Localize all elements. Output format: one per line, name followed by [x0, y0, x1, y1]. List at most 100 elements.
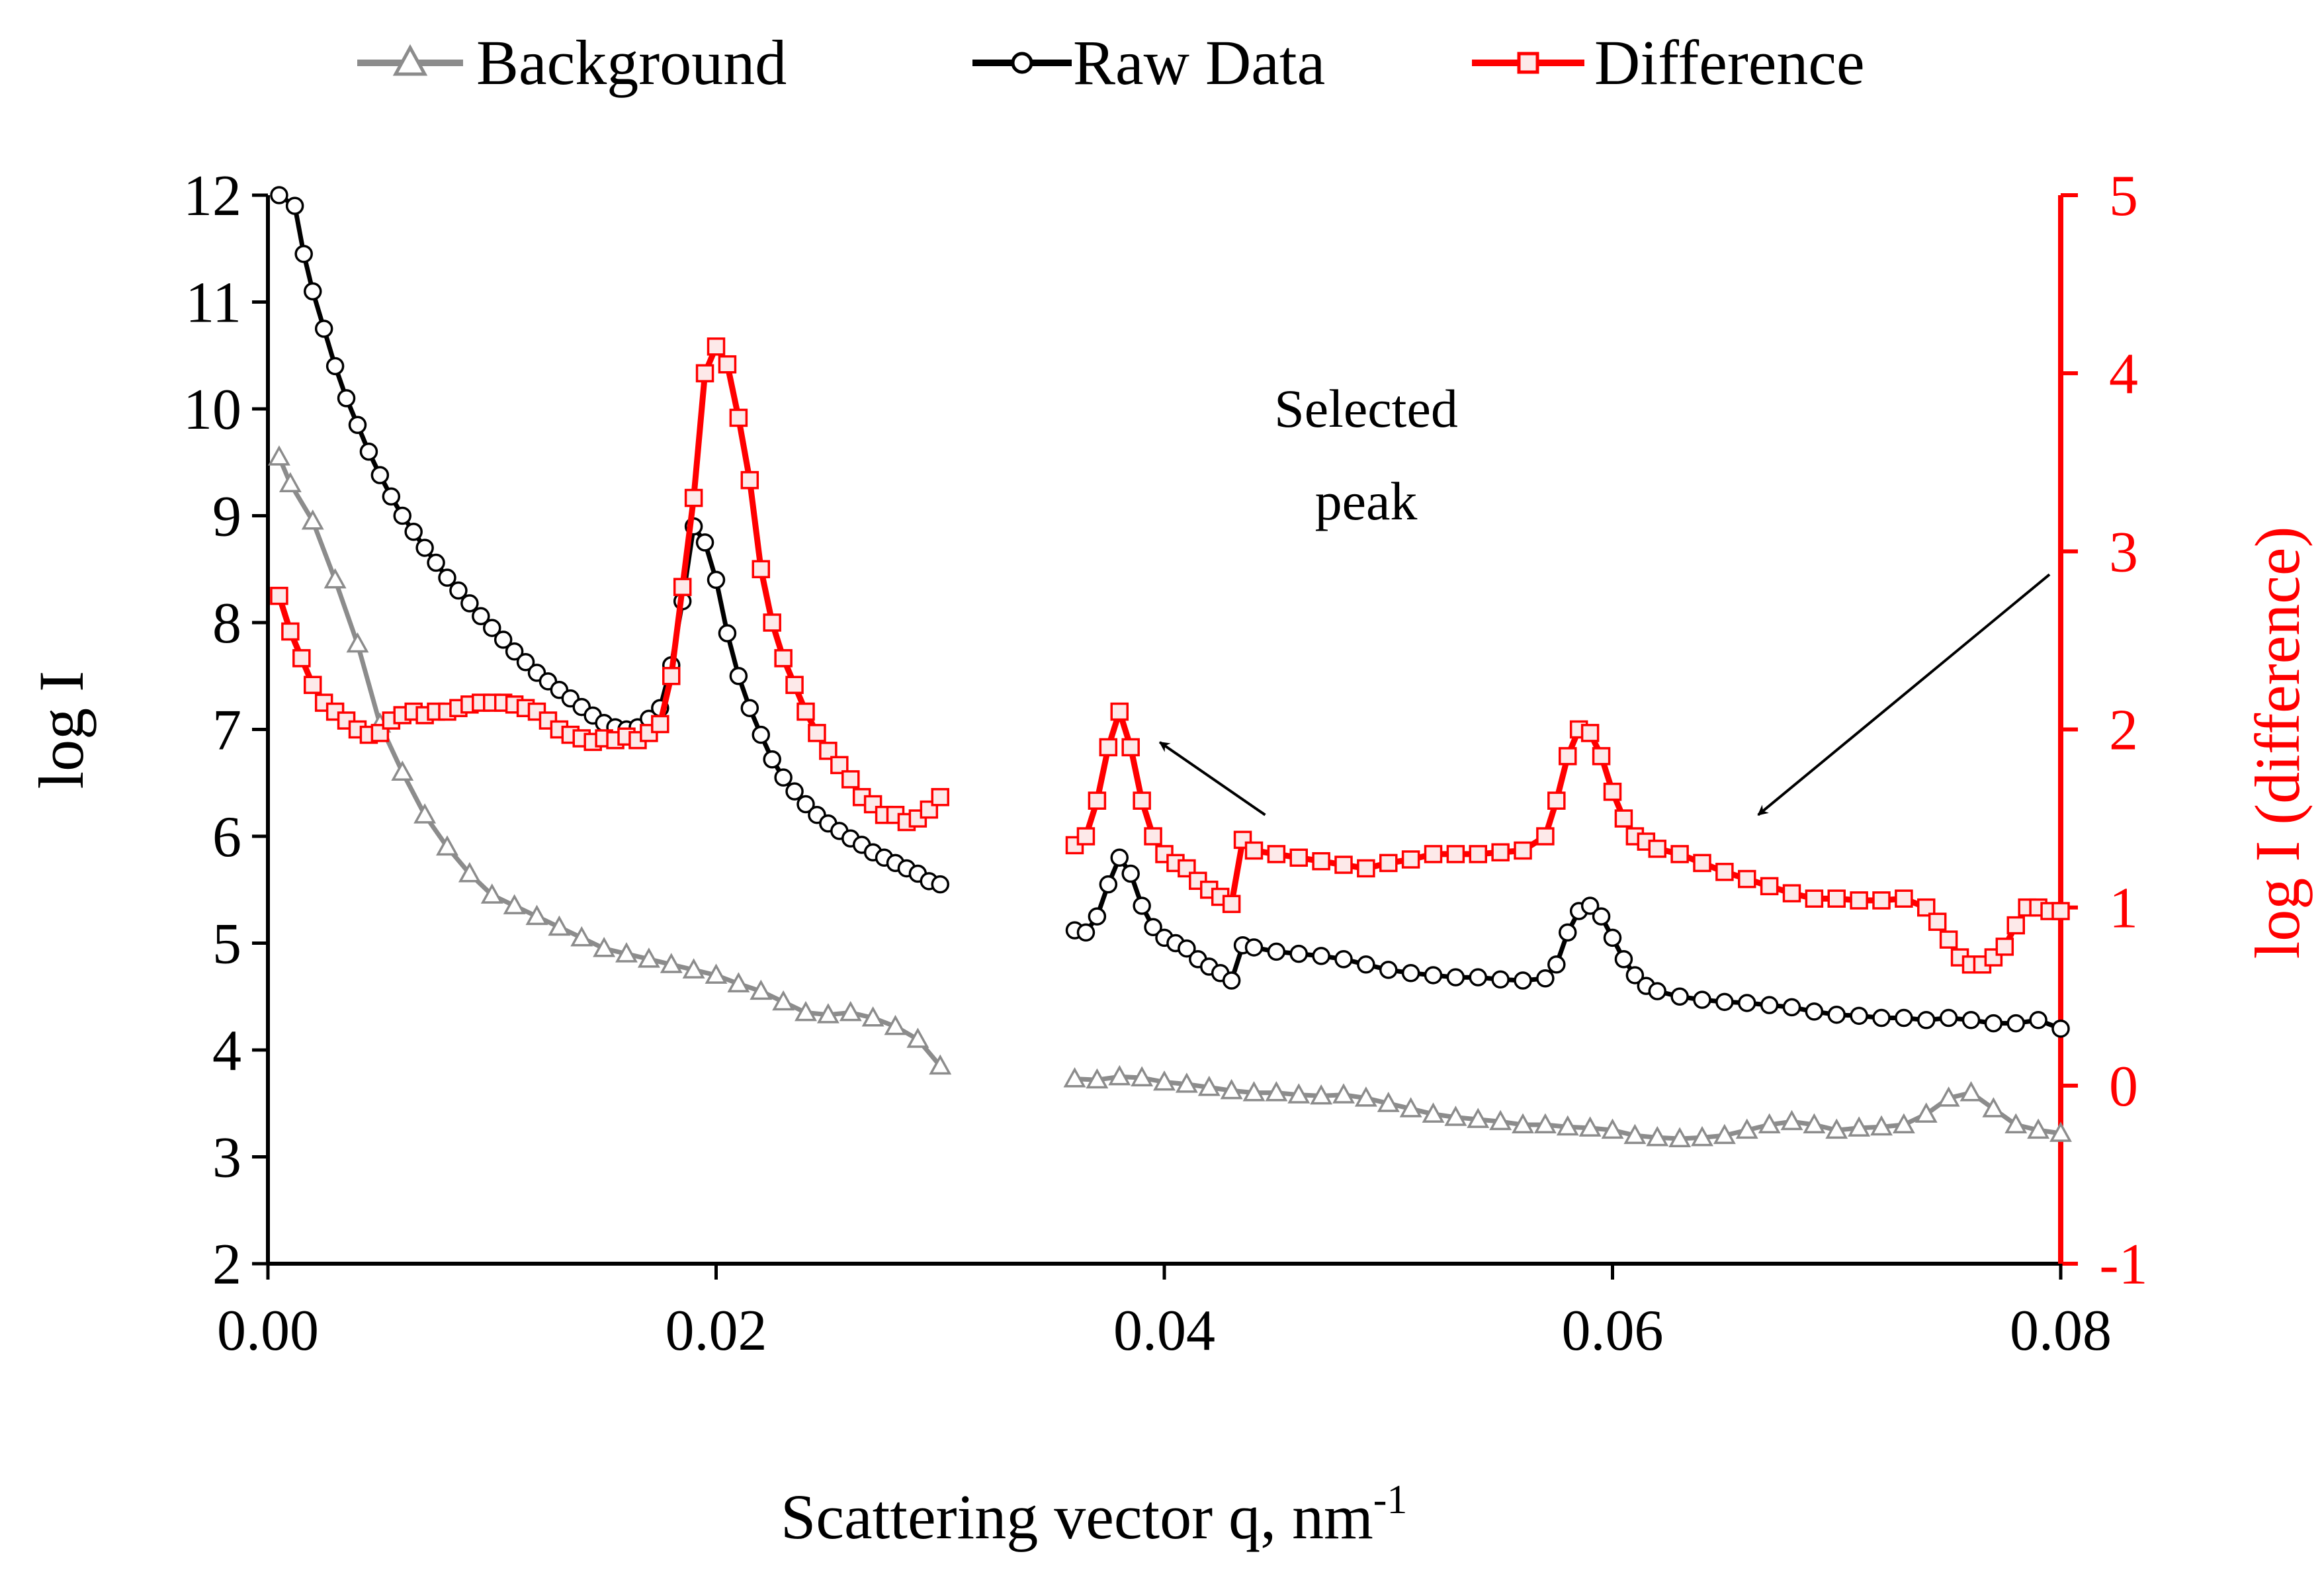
data-point-difference: [1872, 891, 1891, 910]
data-point-difference: [1603, 782, 1622, 801]
data-point-difference: [684, 488, 703, 507]
legend-item-difference[interactable]: Difference: [1472, 27, 1865, 98]
data-point-raw-data: [483, 619, 501, 637]
data-point-background: [593, 936, 616, 957]
data-point-background: [705, 963, 728, 984]
data-point-difference: [1559, 747, 1577, 765]
data-point-background: [816, 1003, 839, 1024]
legend-item-raw-data[interactable]: Raw Data: [972, 27, 1325, 98]
data-point-background: [884, 1014, 907, 1035]
data-point-difference: [1984, 948, 2003, 967]
data-point-raw-data: [1514, 971, 1532, 990]
data-point-difference: [1514, 841, 1532, 860]
data-point-difference: [292, 649, 311, 668]
data-point-background: [1713, 1123, 1736, 1145]
y-right-tick-label: 0: [2109, 1055, 2138, 1119]
series-background: [267, 445, 2072, 1147]
data-point-background: [1870, 1115, 1893, 1136]
x-axis-title-main: Scattering vector q, nm: [781, 1481, 1373, 1552]
legend-label-difference: Difference: [1594, 27, 1865, 98]
data-point-background: [1467, 1108, 1490, 1128]
data-point-difference: [1121, 738, 1140, 757]
data-point-raw-data: [294, 245, 313, 263]
y-right-tick-label: 1: [2109, 877, 2138, 941]
x-axis-title-superscript: -1: [1373, 1477, 1408, 1522]
data-point-raw-data: [1715, 992, 1734, 1012]
data-point-background: [727, 972, 750, 992]
annotation-arrows: [1158, 573, 2051, 816]
data-point-background: [1959, 1080, 1983, 1102]
data-point-difference: [707, 337, 726, 356]
legend-label-background: Background: [476, 27, 787, 98]
data-point-raw-data: [1559, 923, 1577, 942]
data-point-difference: [1580, 724, 1600, 742]
data-point-difference: [1547, 791, 1566, 810]
data-point-raw-data: [505, 642, 524, 661]
data-point-raw-data: [1603, 928, 1622, 947]
y-right-tick-label: 5: [2109, 164, 2138, 228]
data-point-difference: [1760, 877, 1779, 896]
data-point-raw-data: [348, 415, 367, 434]
data-point-background: [772, 990, 795, 1011]
data-point-difference: [1312, 852, 1330, 871]
data-point-raw-data: [729, 667, 748, 685]
data-point-raw-data: [796, 795, 815, 814]
y-left-tick-label: 9: [212, 485, 241, 549]
data-point-raw-data: [393, 506, 411, 525]
data-point-background: [267, 445, 290, 466]
data-point-raw-data: [370, 466, 390, 484]
data-point-background: [682, 958, 705, 979]
data-point-difference: [763, 613, 781, 632]
data-point-background: [1310, 1084, 1333, 1105]
data-point-raw-data: [337, 389, 356, 408]
data-point-raw-data: [415, 539, 434, 557]
data-point-background: [1982, 1097, 2005, 1117]
data-point-difference: [796, 702, 815, 721]
data-point-background: [795, 1000, 817, 1022]
data-point-background: [1780, 1110, 1803, 1131]
y-left-tick-label: 10: [183, 378, 241, 442]
data-point-raw-data: [1760, 996, 1779, 1014]
data-point-difference: [931, 788, 949, 807]
data-point-difference: [1895, 889, 1913, 908]
y-right-tick-label: 4: [2109, 342, 2138, 406]
data-point-raw-data: [516, 653, 535, 672]
data-point-background: [1623, 1123, 1647, 1145]
annotation-line-1: Selected: [1274, 378, 1458, 439]
data-point-raw-data: [1401, 963, 1420, 983]
data-point-difference: [1592, 747, 1611, 765]
annotation-selected-peak: Selected peak: [1274, 378, 1458, 531]
data-point-background: [1220, 1078, 1243, 1100]
legend-item-background[interactable]: Background: [357, 27, 787, 98]
data-point-raw-data: [1491, 970, 1510, 989]
data-point-difference: [1446, 845, 1465, 863]
data-point-raw-data: [1670, 987, 1689, 1006]
data-point-difference: [1614, 809, 1633, 828]
data-point-difference: [863, 795, 882, 814]
data-point-background: [436, 835, 458, 856]
data-point-difference: [1805, 889, 1824, 908]
data-point-difference: [2051, 902, 2070, 920]
data-point-background: [1668, 1127, 1692, 1147]
data-point-raw-data: [1076, 923, 1096, 942]
data-point-raw-data: [2029, 1011, 2047, 1029]
data-point-background: [929, 1054, 952, 1075]
data-point-raw-data: [1088, 907, 1107, 926]
data-point-background: [2027, 1118, 2050, 1139]
annotation-line-2: peak: [1315, 471, 1418, 531]
data-point-raw-data: [1693, 990, 1711, 1009]
data-point-background: [1937, 1086, 1960, 1107]
data-point-background: [906, 1027, 929, 1048]
data-point-background: [1691, 1125, 1713, 1147]
data-point-background: [1803, 1113, 1826, 1133]
data-point-background: [839, 1000, 862, 1022]
data-point-raw-data: [1547, 955, 1566, 974]
data-point-difference: [1144, 827, 1162, 846]
annotation-arrow-2: [1757, 573, 2051, 816]
data-point-background: [1533, 1113, 1557, 1133]
data-point-background: [1197, 1075, 1221, 1096]
data-point-background: [525, 904, 548, 926]
y-left-tick-label: 3: [212, 1126, 241, 1190]
data-point-raw-data: [1178, 939, 1196, 958]
